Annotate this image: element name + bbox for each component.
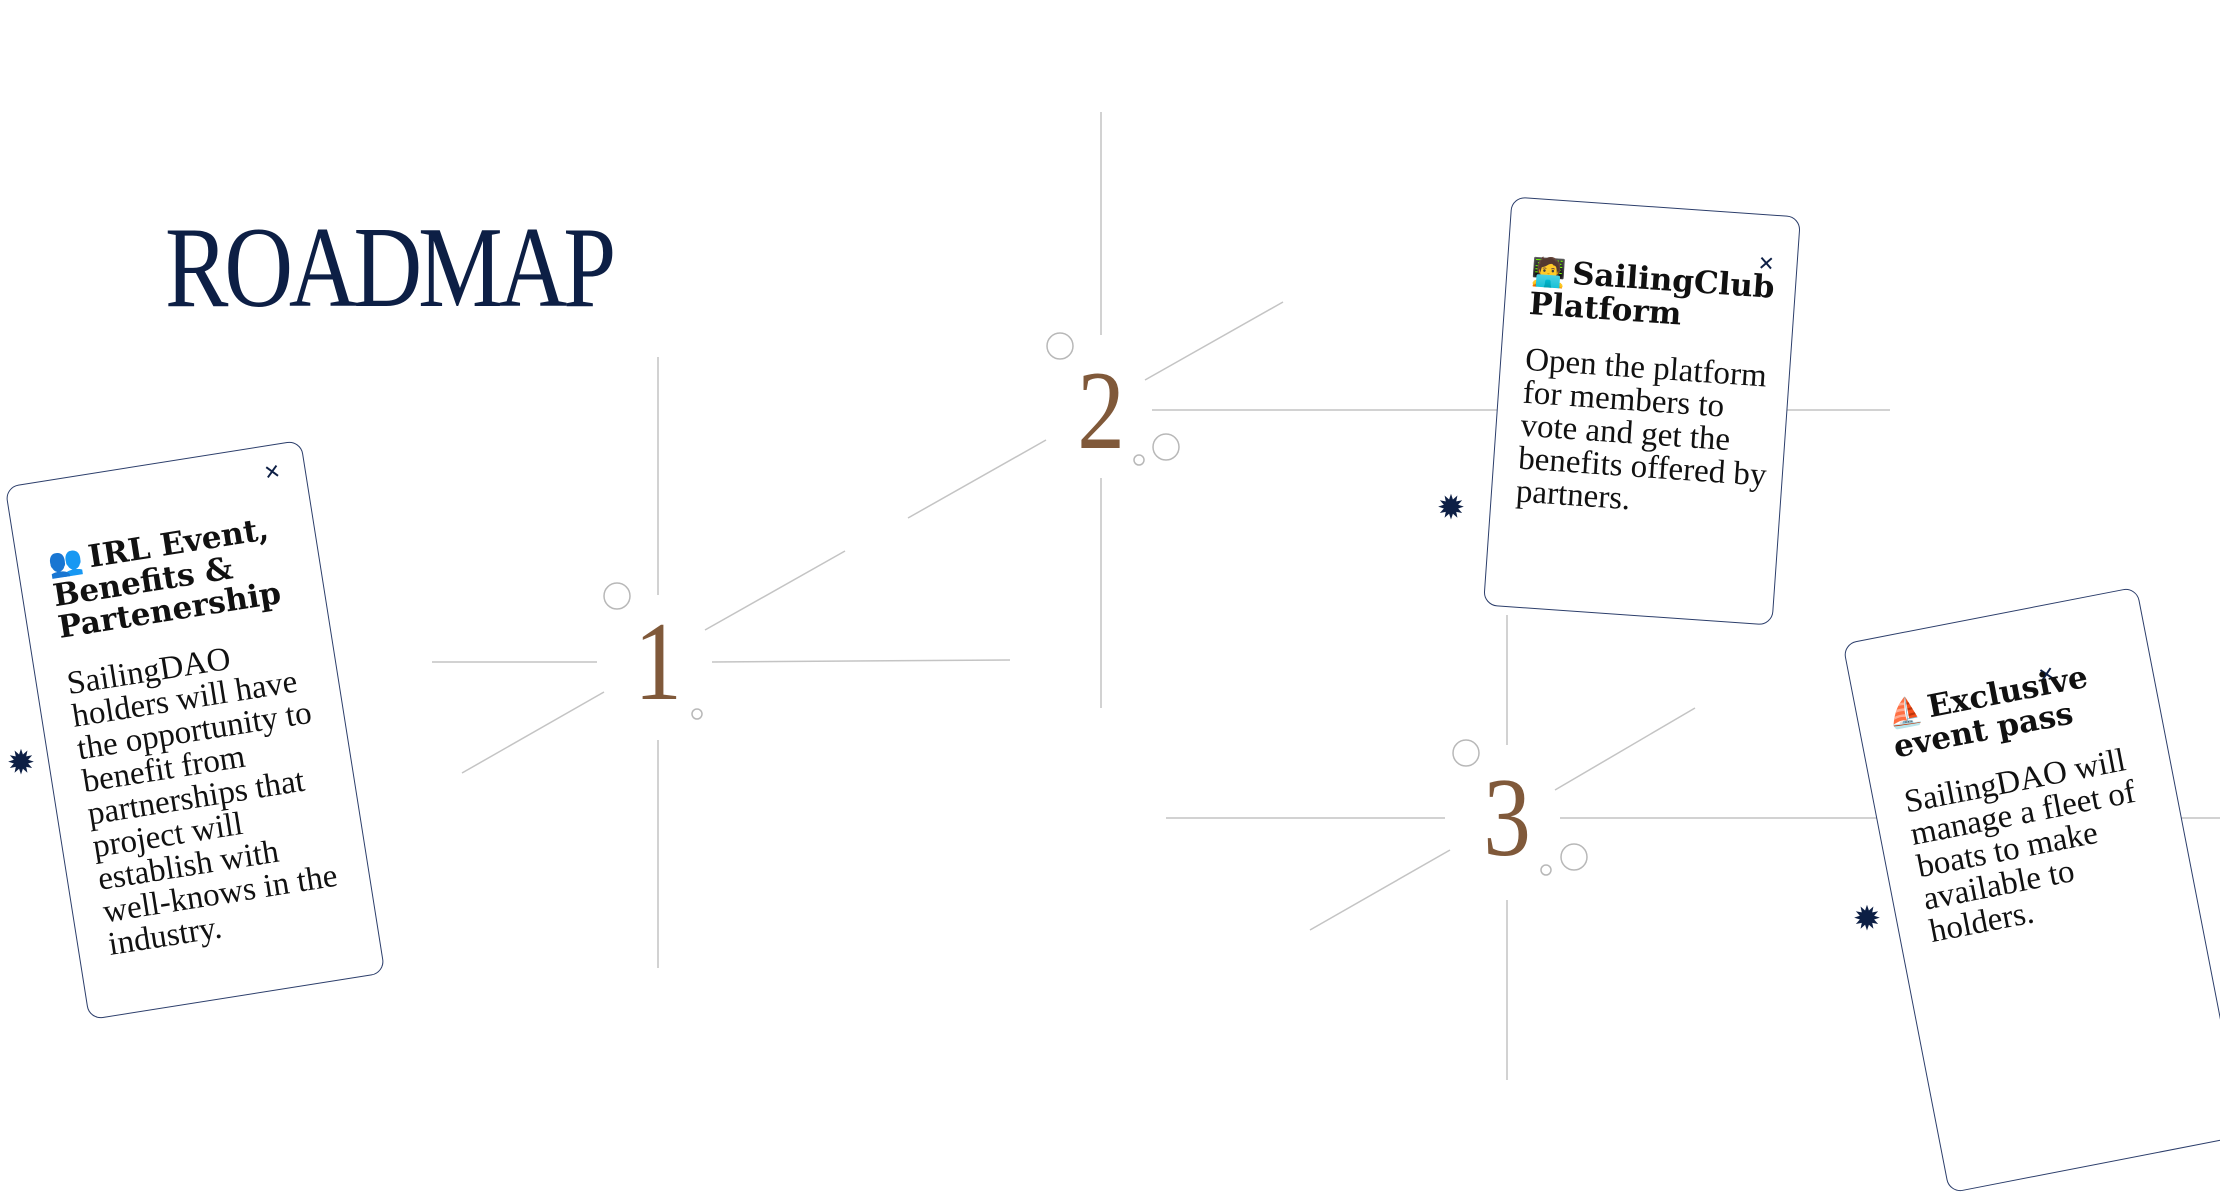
star-icon: ✹ xyxy=(1436,488,1466,528)
card-body: SailingDAO will manage a fleet of boats … xyxy=(1901,742,2139,951)
step-3-number: 3 xyxy=(1483,756,1531,880)
star-icon: ✹ xyxy=(1852,899,1882,939)
card-title: 🧑‍💻 SailingClub Platform xyxy=(1528,255,1782,337)
card-body: SailingDAO holders will have the opportu… xyxy=(64,640,340,963)
card-title-text: IRL Event, Benefits & Partenership xyxy=(50,511,284,646)
page-title: ROADMAP xyxy=(165,204,616,332)
card-title: 👥IRL Event, Benefits & Partenership xyxy=(46,509,308,646)
star-icon: ✹ xyxy=(6,743,36,783)
step-1-number: 1 xyxy=(634,600,682,724)
sparkle-icon: ✕ xyxy=(262,458,283,485)
roadmap-card-sailingclub-platform: ✕ 🧑‍💻 SailingClub Platform Open the platf… xyxy=(1483,196,1801,626)
step-2-number: 2 xyxy=(1077,349,1125,473)
card-body: Open the platform for members to vote an… xyxy=(1514,341,1768,518)
